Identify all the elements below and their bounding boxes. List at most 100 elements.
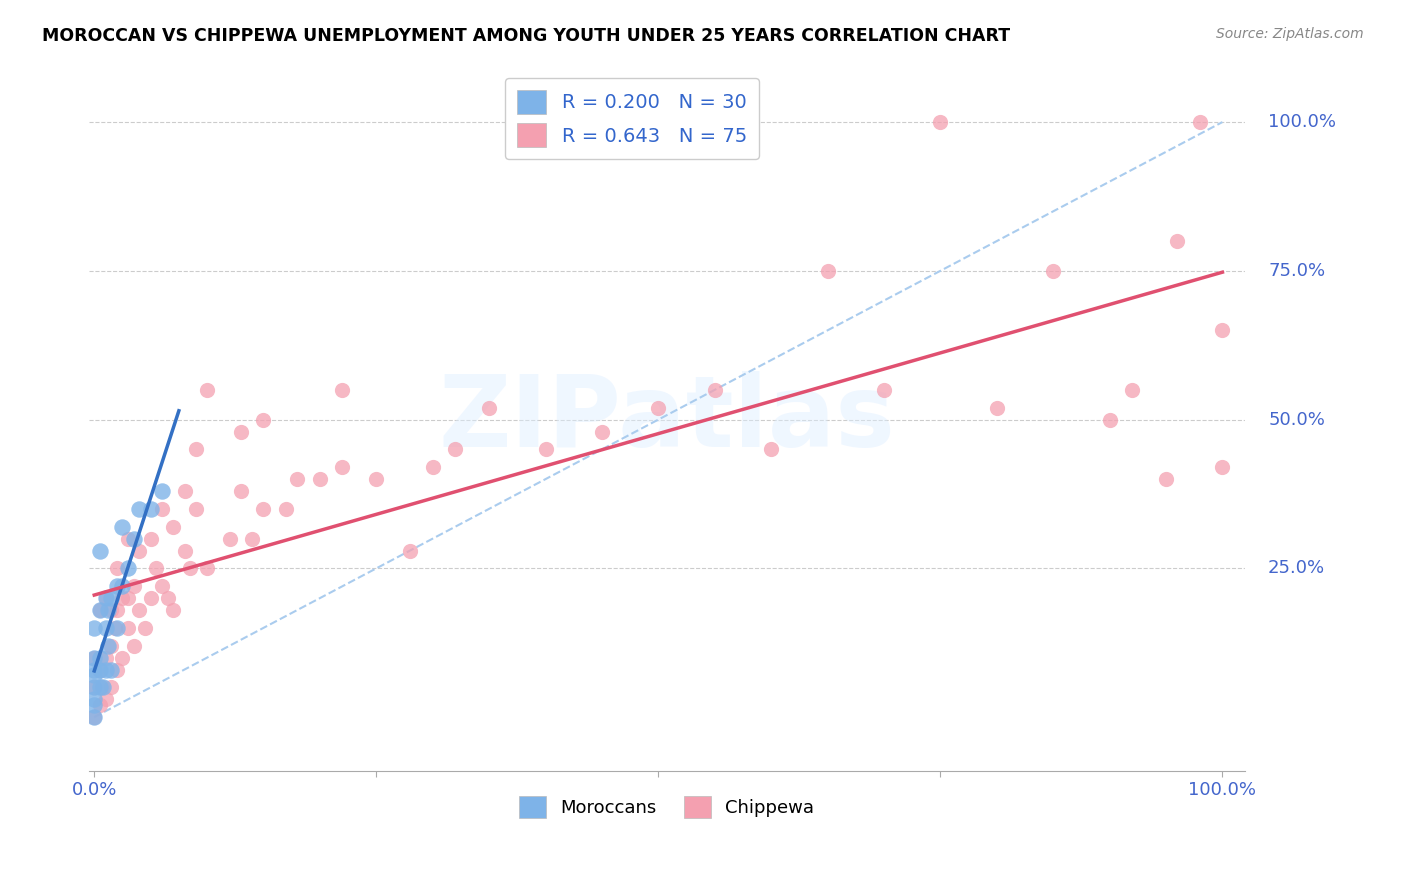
Point [1211, 323, 1233, 337]
Point [162, 603, 184, 617]
Point [117, 591, 139, 606]
Point [647, 401, 669, 415]
Point [929, 115, 952, 129]
Point [128, 543, 150, 558]
Point [591, 425, 613, 439]
Point [128, 501, 150, 516]
Point [150, 501, 173, 516]
Point [100, 663, 122, 677]
Point [759, 442, 782, 457]
Point [156, 591, 179, 606]
Point [173, 543, 195, 558]
Point [94, 591, 117, 606]
Point [173, 483, 195, 498]
Point [111, 650, 134, 665]
Point [274, 501, 297, 516]
Point [366, 472, 388, 486]
Point [89, 663, 111, 677]
Point [83, 710, 105, 724]
Point [139, 532, 162, 546]
Point [422, 460, 444, 475]
Point [89, 543, 111, 558]
Point [117, 621, 139, 635]
Text: 25.0%: 25.0% [1268, 559, 1326, 577]
Point [94, 663, 117, 677]
Point [89, 603, 111, 617]
Point [83, 698, 105, 713]
Point [105, 603, 128, 617]
Text: 75.0%: 75.0% [1268, 262, 1326, 280]
Point [1121, 383, 1143, 397]
Point [150, 483, 173, 498]
Point [122, 579, 145, 593]
Point [100, 603, 122, 617]
Point [1188, 115, 1211, 129]
Point [91, 681, 114, 695]
Point [83, 668, 105, 682]
Point [97, 639, 120, 653]
Point [111, 579, 134, 593]
Point [195, 561, 218, 575]
Point [94, 692, 117, 706]
Point [252, 412, 274, 426]
Point [444, 442, 467, 457]
Text: 100.0%: 100.0% [1268, 113, 1336, 131]
Point [162, 519, 184, 533]
Text: MOROCCAN VS CHIPPEWA UNEMPLOYMENT AMONG YOUTH UNDER 25 YEARS CORRELATION CHART: MOROCCAN VS CHIPPEWA UNEMPLOYMENT AMONG … [42, 27, 1011, 45]
Point [150, 579, 173, 593]
Point [184, 501, 207, 516]
Point [817, 264, 839, 278]
Point [240, 532, 263, 546]
Point [703, 383, 725, 397]
Point [111, 519, 134, 533]
Point [332, 460, 354, 475]
Point [229, 425, 252, 439]
Point [986, 401, 1008, 415]
Point [873, 383, 896, 397]
Point [122, 532, 145, 546]
Point [94, 621, 117, 635]
Point [122, 639, 145, 653]
Point [139, 501, 162, 516]
Point [100, 639, 122, 653]
Point [1042, 264, 1064, 278]
Legend: Moroccans, Chippewa: Moroccans, Chippewa [512, 789, 821, 825]
Point [89, 698, 111, 713]
Point [184, 442, 207, 457]
Point [1166, 234, 1188, 248]
Point [105, 561, 128, 575]
Point [179, 561, 201, 575]
Point [145, 561, 167, 575]
Point [1211, 460, 1233, 475]
Point [105, 579, 128, 593]
Point [332, 383, 354, 397]
Point [89, 681, 111, 695]
Text: Source: ZipAtlas.com: Source: ZipAtlas.com [1216, 27, 1364, 41]
Point [399, 543, 422, 558]
Point [105, 663, 128, 677]
Point [83, 663, 105, 677]
Point [134, 621, 156, 635]
Point [83, 650, 105, 665]
Point [94, 650, 117, 665]
Point [117, 561, 139, 575]
Point [218, 532, 240, 546]
Point [83, 681, 105, 695]
Point [139, 591, 162, 606]
Point [105, 621, 128, 635]
Point [100, 591, 122, 606]
Point [83, 650, 105, 665]
Point [309, 472, 332, 486]
Point [285, 472, 308, 486]
Point [91, 681, 114, 695]
Point [89, 650, 111, 665]
Point [83, 692, 105, 706]
Point [97, 603, 120, 617]
Point [83, 710, 105, 724]
Point [534, 442, 557, 457]
Point [1098, 412, 1121, 426]
Point [89, 663, 111, 677]
Point [128, 603, 150, 617]
Point [478, 401, 501, 415]
Point [1154, 472, 1177, 486]
